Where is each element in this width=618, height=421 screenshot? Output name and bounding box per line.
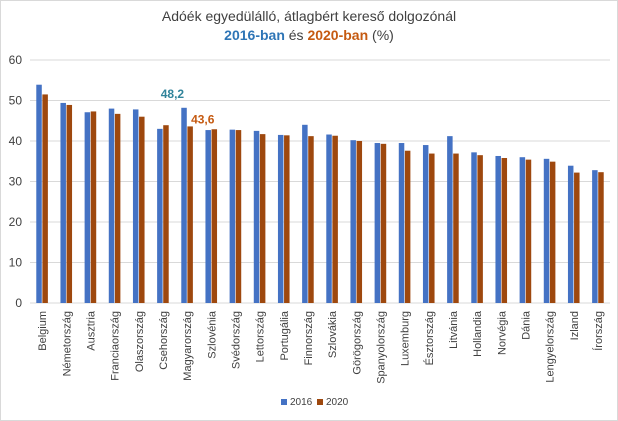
bar-2020 xyxy=(356,141,363,303)
bar-2016 xyxy=(108,108,115,303)
chart-title-line2: 2016-ban és 2020-ban (%) xyxy=(0,26,618,45)
bar-2016 xyxy=(471,152,477,303)
category-label: Ausztria xyxy=(85,310,97,351)
data-label-2020: 43,6 xyxy=(191,112,215,126)
category-label: Luxemburg xyxy=(400,311,412,366)
bar-2016 xyxy=(60,102,66,304)
category-label: Svédország xyxy=(230,311,242,369)
bar-2020 xyxy=(90,111,97,303)
title-year-2016: 2016-ban xyxy=(224,27,285,43)
y-tick-label: 10 xyxy=(9,256,23,270)
y-tick-label: 40 xyxy=(9,134,23,148)
bar-2016 xyxy=(567,165,574,303)
y-tick-label: 50 xyxy=(9,94,23,108)
bar-2020 xyxy=(114,113,121,304)
bar-2020 xyxy=(66,104,73,303)
bar-2016 xyxy=(592,170,598,303)
bar-2016 xyxy=(205,130,211,303)
data-label-2016: 48,2 xyxy=(161,87,185,101)
bar-2020 xyxy=(453,153,459,303)
category-label: Izland xyxy=(569,311,581,340)
bar-2016 xyxy=(398,143,405,303)
bar-2016 xyxy=(132,109,139,303)
bar-2016 xyxy=(229,129,236,303)
bar-2020 xyxy=(139,116,145,303)
bar-2016 xyxy=(253,130,260,303)
bar-2016 xyxy=(495,155,501,303)
bar-2016 xyxy=(302,124,308,303)
y-tick-label: 0 xyxy=(15,296,22,310)
bar-2020 xyxy=(549,161,556,303)
bar-2020 xyxy=(501,158,508,303)
category-label: Finnország xyxy=(303,311,315,365)
category-label: Görögország xyxy=(351,311,363,375)
bar-2020 xyxy=(429,153,435,303)
category-label: Norvégia xyxy=(496,310,508,355)
category-label: Észtország xyxy=(423,311,436,365)
category-label: Belgium xyxy=(37,311,49,351)
category-label: Lettország xyxy=(255,311,267,362)
bar-2020 xyxy=(380,143,387,303)
category-label: Franciaország xyxy=(110,311,122,381)
category-label: Csehország xyxy=(158,311,170,370)
bar-2016 xyxy=(543,158,550,303)
bar-2016 xyxy=(277,134,284,303)
bar-2016 xyxy=(326,134,332,303)
bar-2016 xyxy=(350,140,356,303)
y-tick-label: 30 xyxy=(9,175,23,189)
bar-2020 xyxy=(574,172,580,303)
category-label: Spanyolország xyxy=(375,311,387,384)
y-tick-label: 60 xyxy=(9,53,23,67)
bar-2020 xyxy=(211,129,218,303)
legend-label-2016: 2016 xyxy=(290,397,313,408)
bar-2020 xyxy=(42,94,48,303)
bar-2020 xyxy=(308,136,314,303)
category-label: Magyarország xyxy=(182,311,194,381)
category-label: Olaszország xyxy=(134,311,146,372)
bar-2020 xyxy=(332,135,338,303)
legend-swatch-2016 xyxy=(281,399,287,405)
bar-2016 xyxy=(181,107,187,303)
bar-2020 xyxy=(598,172,604,303)
category-label: Hollandia xyxy=(472,310,484,357)
bar-2020 xyxy=(259,134,266,303)
bar-2016 xyxy=(447,136,453,303)
legend-label-2020: 2020 xyxy=(326,397,349,408)
chart-title: Adóék egyedülálló, átlagbért kereső dolg… xyxy=(0,7,618,45)
bar-2020 xyxy=(404,150,411,303)
category-label: Szlovénia xyxy=(206,310,218,359)
category-label: Litvánia xyxy=(448,310,460,349)
category-label: Portugália xyxy=(279,310,291,360)
title-unit: (%) xyxy=(368,27,394,43)
category-label: Németország xyxy=(61,311,73,376)
title-year-2020: 2020-ban xyxy=(307,27,369,43)
chart-title-line1: Adóék egyedülálló, átlagbért kereső dolg… xyxy=(161,8,457,24)
category-label: Lengyelország xyxy=(545,311,557,383)
title-connector: és xyxy=(284,27,308,43)
bar-2020 xyxy=(187,126,193,303)
bar-2020 xyxy=(284,135,290,303)
bar-2020 xyxy=(525,159,532,303)
bar-2016 xyxy=(422,145,429,303)
category-label: Szlovákia xyxy=(327,310,339,358)
bar-2016 xyxy=(157,128,163,303)
bar-2016 xyxy=(84,112,91,304)
bar-2016 xyxy=(374,143,381,303)
bar-2016 xyxy=(36,84,42,303)
bar-2016 xyxy=(519,157,526,303)
bar-2020 xyxy=(163,125,169,303)
bar-2020 xyxy=(477,155,483,303)
legend-swatch-2020 xyxy=(317,399,323,405)
category-label: Írország xyxy=(592,311,605,351)
y-tick-label: 20 xyxy=(9,215,23,229)
category-label: Dánia xyxy=(520,310,532,340)
bar-2020 xyxy=(235,130,242,303)
